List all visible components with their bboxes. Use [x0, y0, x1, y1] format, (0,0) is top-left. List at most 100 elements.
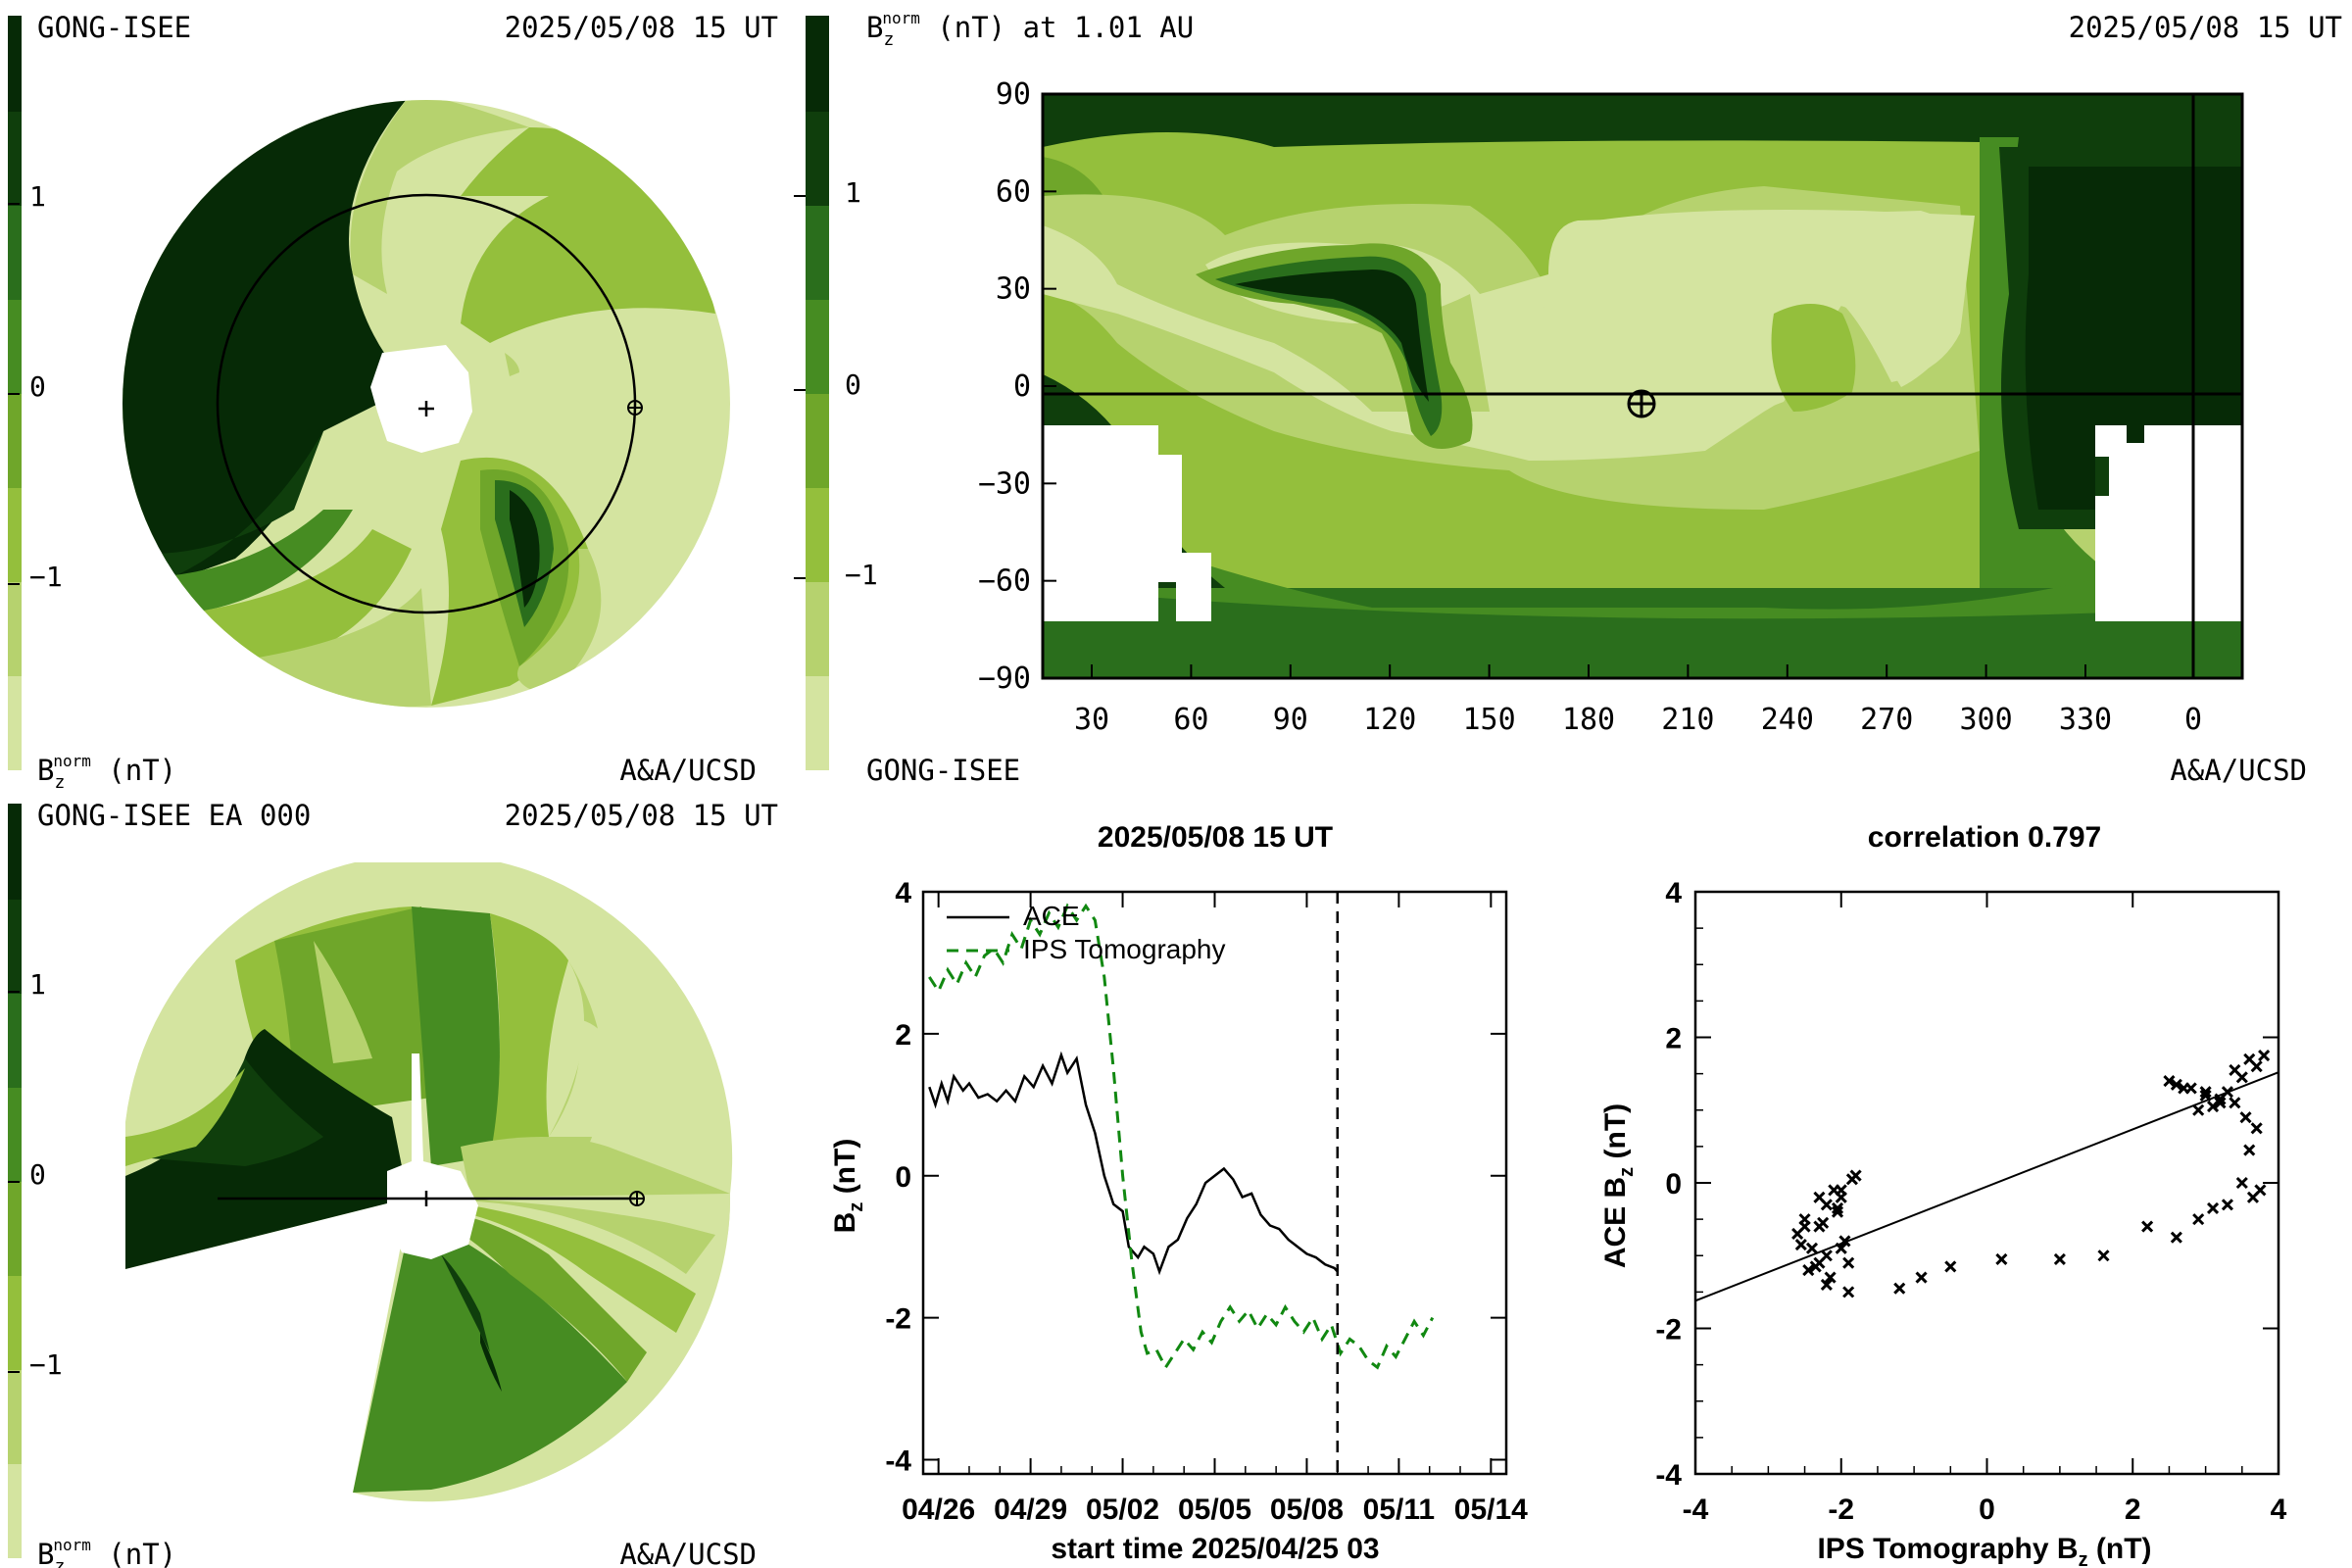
ts-y-tick-label: 0: [895, 1161, 911, 1194]
timeseries-legend: ACE IPS Tomography: [947, 901, 1226, 964]
sc-y-tick-label: 4: [1665, 877, 1682, 909]
map-x-tick-label: 30: [1074, 703, 1109, 737]
colorbar-level-2: [8, 582, 22, 676]
regression-line: [1694, 1071, 2279, 1302]
missing-data-region-west: [1043, 425, 1158, 621]
map-y-tick-label: 90: [996, 77, 1031, 112]
colorbar-level-5: [8, 300, 22, 394]
colorbar-tick-1: 1: [29, 180, 46, 213]
missing-data-region-east: [2095, 425, 2242, 621]
map-y-tick-label: −30: [978, 466, 1031, 501]
scatter-point: [1944, 1260, 1957, 1273]
timeseries-series: [928, 903, 1435, 1371]
scatter-point: [1893, 1282, 1906, 1295]
ts-x-tick-label: 05/02: [1086, 1494, 1159, 1526]
scatter-point: [2239, 1111, 2252, 1124]
scatter-point: [1835, 1242, 1847, 1254]
ts-x-tick-label: 05/05: [1178, 1494, 1251, 1526]
ts-x-tick-label: 05/11: [1363, 1494, 1435, 1526]
map-x-tick-label: 330: [2059, 703, 2112, 737]
earth-icon: [1627, 389, 1656, 418]
scatter-point: [2141, 1220, 2154, 1233]
ips-series-line: [928, 903, 1435, 1371]
sc-y-tick-label: -4: [1655, 1459, 1682, 1492]
fit-line-segment: [1694, 1071, 2279, 1302]
top-right-colorbar: 1 0 −1: [794, 16, 878, 770]
sc-x-tick-label: -2: [1828, 1494, 1854, 1526]
legend-ace-label: ACE: [1023, 901, 1080, 931]
ts-x-tick-label: 05/14: [1454, 1494, 1528, 1526]
scatter-point: [2199, 1089, 2212, 1102]
scatter-point: [1817, 1216, 1830, 1229]
source-label: GONG-ISEE: [866, 754, 1020, 787]
sc-y-tick-label: 0: [1665, 1168, 1682, 1200]
scatter-title: correlation 0.797: [1868, 821, 2101, 854]
top-right-panel: 1 0 −1 Bznorm (nT) at 1.01 AU 2025/05/08…: [794, 9, 2342, 787]
timeseries-ylabel: Bz (nT): [829, 1139, 867, 1234]
credit-label: A&A/UCSD: [2170, 754, 2307, 787]
colorbar-level-8: [8, 16, 22, 112]
map-x-tick-label: 0: [2184, 703, 2202, 737]
ts-y-tick-label: -2: [885, 1303, 911, 1336]
scatter-point: [1915, 1271, 1928, 1284]
earth-icon: [629, 1191, 645, 1206]
sc-x-tick-label: -4: [1683, 1494, 1709, 1526]
scatter-point: [2221, 1086, 2234, 1099]
bottom-left-panel: 1 0 −1 GONG-ISEE EA 000 2025/05/08 15 UT…: [8, 799, 778, 1568]
scatter-point: [2258, 1049, 2271, 1062]
scatter-point: [1835, 1184, 1847, 1197]
scatter-xlabel: IPS Tomography Bz (nT): [1817, 1533, 2151, 1568]
scatter-points: [1791, 1049, 2271, 1298]
sun-marker: [418, 401, 434, 416]
ts-y-tick-label: -4: [885, 1446, 911, 1478]
map-x-tick-label: 270: [1860, 703, 1913, 737]
scatter-point: [2178, 1082, 2190, 1095]
source-label: GONG-ISEE: [37, 11, 191, 44]
map-title: Bznorm (nT) at 1.01 AU: [866, 9, 1194, 50]
scatter-point: [1805, 1242, 1819, 1254]
ts-x-tick-label: 04/26: [902, 1494, 975, 1526]
scatter-point: [1831, 1205, 1844, 1218]
scatter-point: [1845, 1173, 1858, 1186]
map-y-tick-label: −60: [978, 564, 1031, 599]
scatter-point: [2170, 1078, 2182, 1091]
timeseries-frame: [921, 890, 1508, 1476]
scatter-point: [2246, 1191, 2260, 1203]
scatter-point: [2097, 1250, 2110, 1262]
timeseries-axes: 04/26 04/29 05/02 05/05 05/08 05/11 05/14 4 2 0 -2…: [885, 877, 1528, 1526]
scatter-point: [2053, 1252, 2066, 1266]
colorbar-tick-0: 0: [845, 368, 861, 401]
sc-x-tick-label: 2: [2125, 1494, 2141, 1526]
scatter-point: [2170, 1231, 2182, 1244]
scatter-point: [2243, 1144, 2256, 1156]
scatter-point: [1842, 1256, 1855, 1269]
colorbar-tick-minus1: −1: [845, 559, 878, 591]
sc-x-tick-label: 0: [1979, 1494, 1995, 1526]
colorbar-tick-1: 1: [29, 968, 46, 1001]
ts-x-tick-label: 04/29: [994, 1494, 1067, 1526]
map-x-tick-label: 90: [1273, 703, 1308, 737]
colorbar-level-4: [8, 394, 22, 488]
scatter-point: [1995, 1252, 2008, 1266]
scatter-frame: [1693, 890, 2280, 1476]
map-x-tick-label: 150: [1463, 703, 1516, 737]
ace-series-line: [928, 1051, 1339, 1276]
inner-boundary-hole: [387, 1054, 478, 1259]
credit-label: A&A/UCSD: [619, 754, 757, 787]
scatter-point: [2163, 1074, 2176, 1088]
top-polar-map: [122, 100, 730, 708]
timeseries-title: 2025/05/08 15 UT: [1098, 821, 1333, 854]
scatter-point: [1809, 1260, 1822, 1273]
colorbar-tick-minus1: −1: [29, 561, 63, 593]
bottom-left-colorbar: 1 0 −1: [8, 804, 63, 1558]
scatter-point: [2229, 1097, 2241, 1109]
scatter-point: [1820, 1278, 1833, 1292]
sc-y-tick-label: -2: [1655, 1314, 1682, 1347]
scatter-point: [1802, 1264, 1815, 1277]
date-label: 2025/05/08 15 UT: [505, 11, 778, 44]
map-x-tick-label: 120: [1363, 703, 1416, 737]
top-left-colorbar: 1 0 −1: [8, 16, 63, 770]
scatter-point: [2192, 1103, 2205, 1116]
scatter-point: [1824, 1271, 1837, 1284]
